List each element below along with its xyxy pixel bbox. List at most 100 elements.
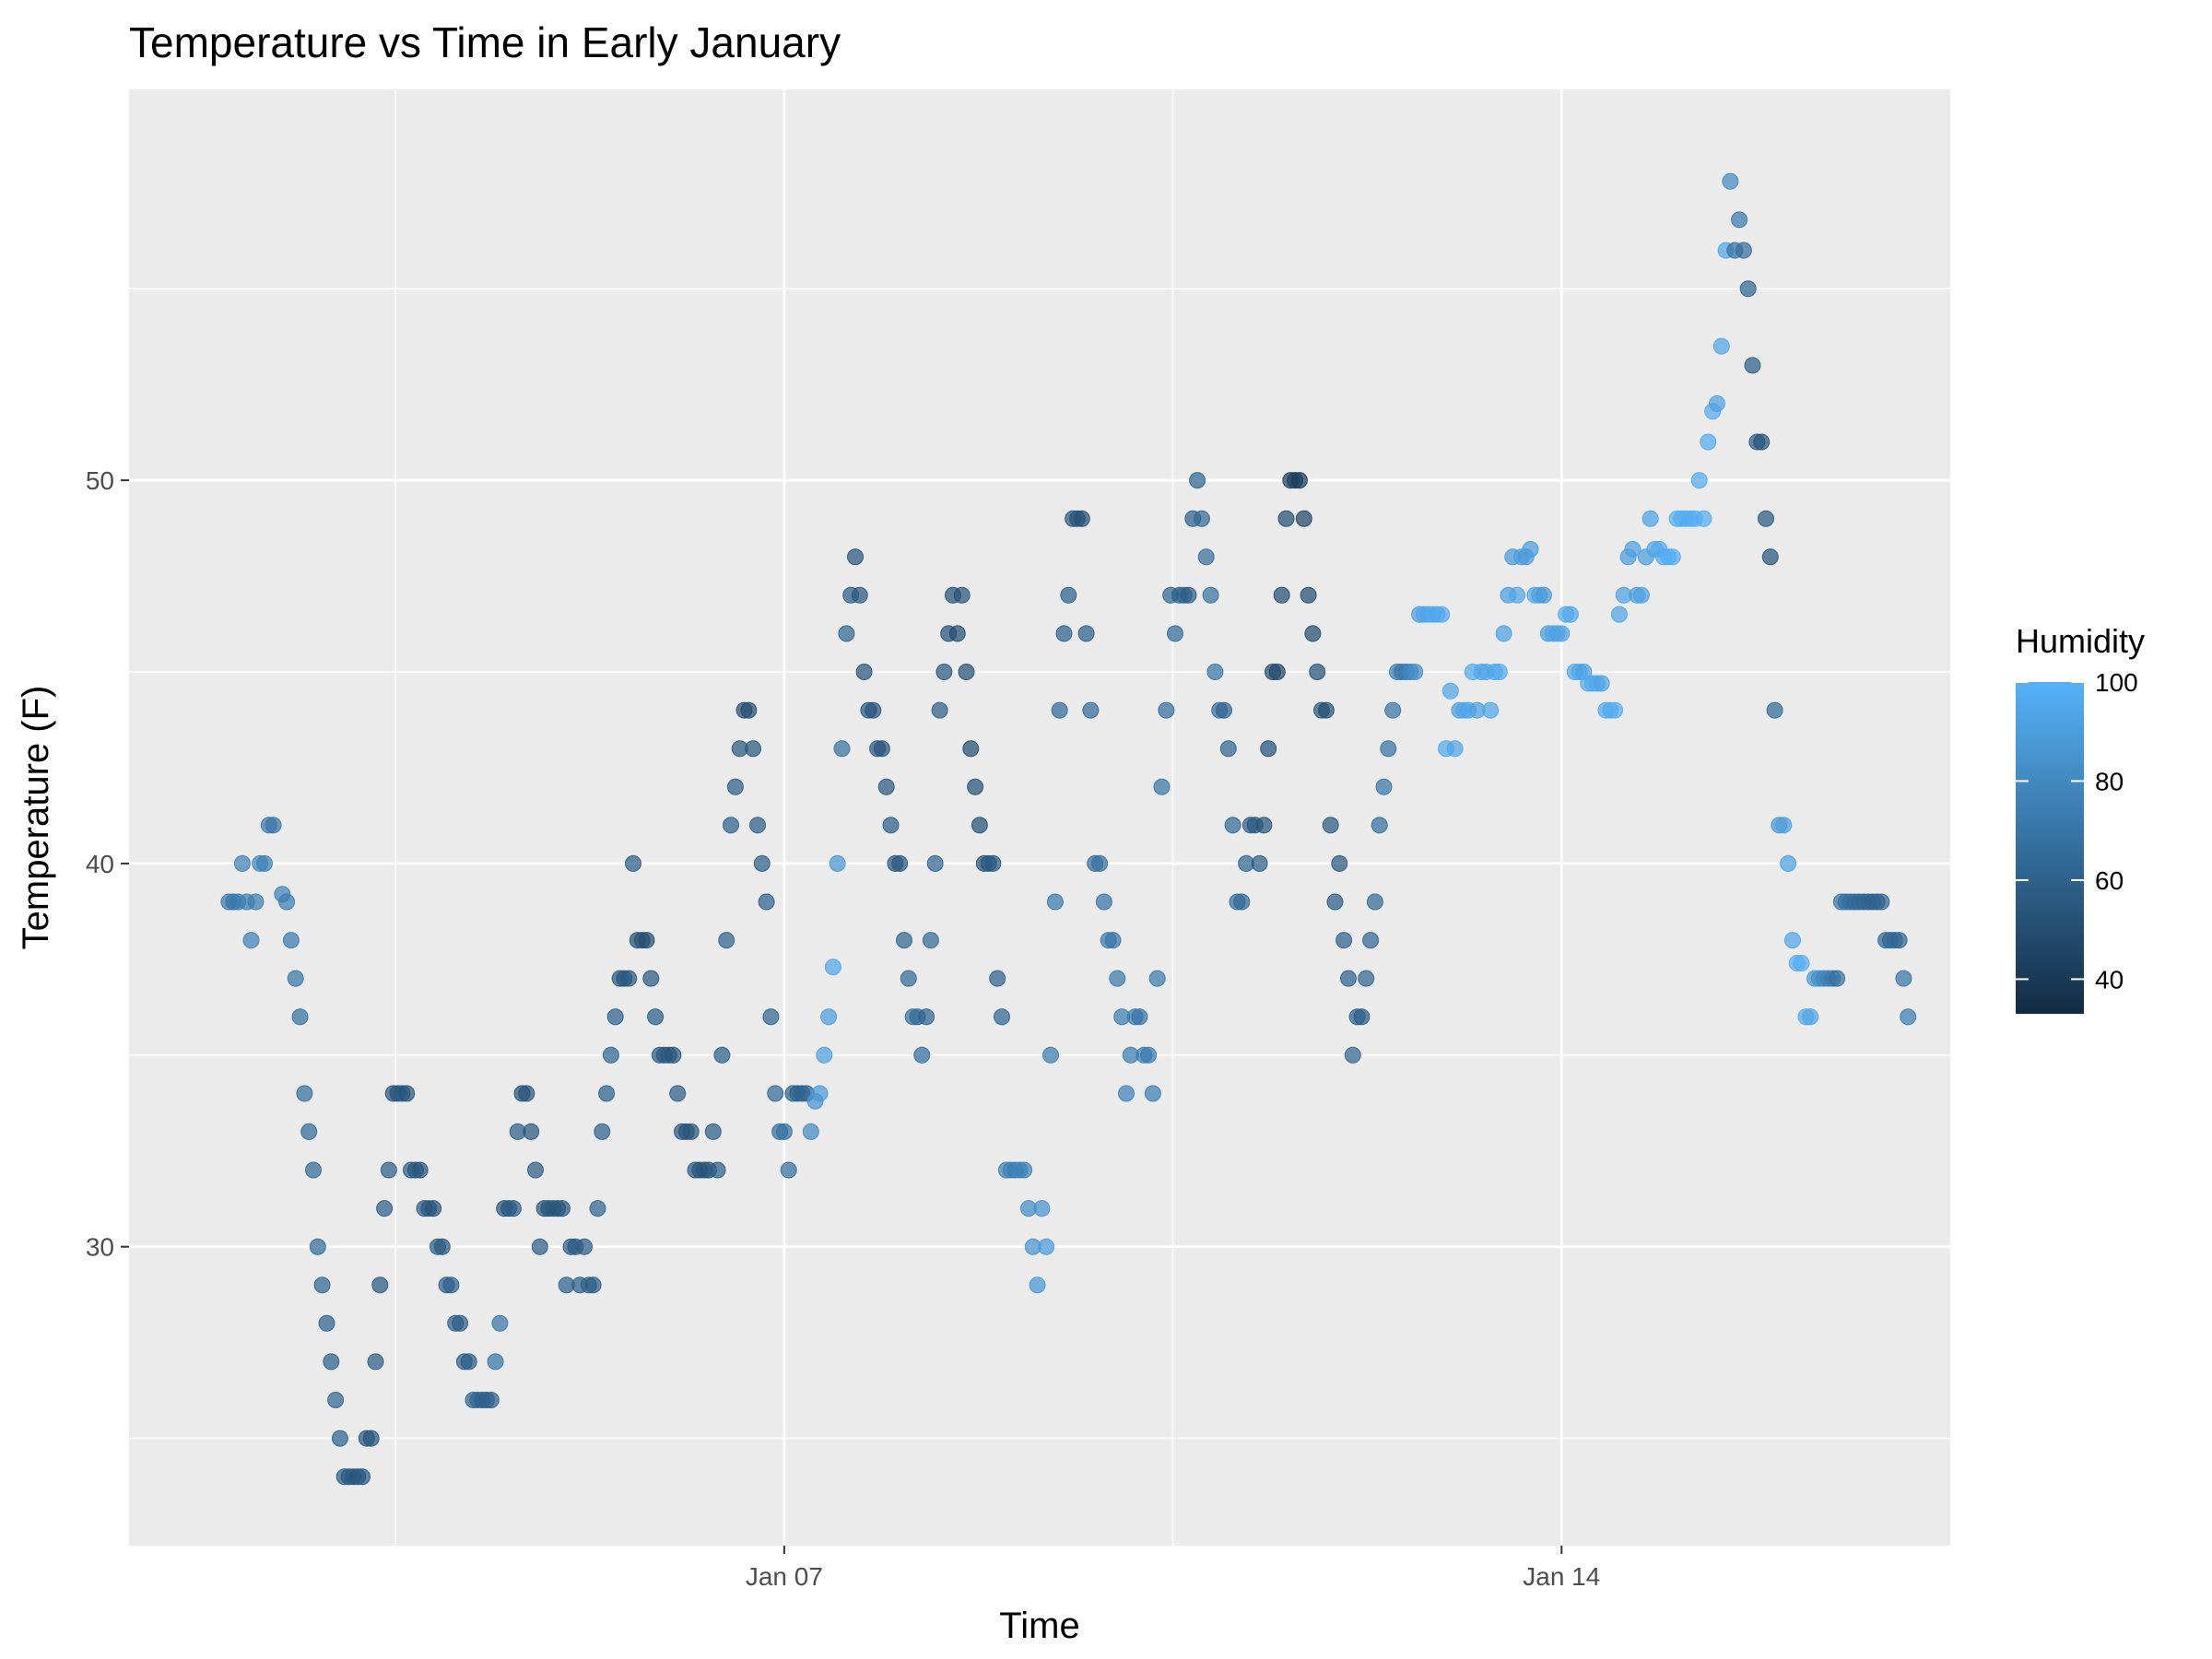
data-point — [1118, 1085, 1135, 1102]
data-point — [1051, 701, 1068, 719]
data-point — [362, 1430, 380, 1447]
data-point — [1277, 510, 1295, 527]
data-point — [1104, 932, 1122, 949]
data-point — [1802, 1008, 1819, 1026]
data-point — [829, 854, 846, 872]
data-point — [682, 1123, 700, 1140]
data-point — [1335, 932, 1353, 949]
data-point — [758, 893, 775, 911]
data-point — [1202, 586, 1219, 604]
data-point — [922, 932, 939, 949]
data-point — [452, 1314, 469, 1332]
data-point — [1758, 510, 1774, 527]
data-point — [1331, 854, 1348, 872]
colorbar — [2016, 682, 2084, 1014]
data-point — [1158, 701, 1175, 719]
data-point — [762, 1008, 780, 1026]
data-point — [1712, 337, 1730, 355]
data-point — [1042, 1046, 1059, 1064]
data-point — [1753, 433, 1771, 451]
data-point — [1362, 932, 1380, 949]
data-point — [1793, 955, 1810, 971]
data-point — [1029, 1277, 1046, 1294]
data-point — [1664, 548, 1681, 566]
data-point — [718, 932, 735, 949]
data-point — [877, 778, 895, 795]
data-point — [1300, 586, 1317, 604]
data-point — [1322, 817, 1339, 834]
data-point — [371, 1277, 389, 1294]
data-point — [1140, 1046, 1158, 1064]
data-point — [900, 970, 917, 987]
colorbar-label: 60 — [2095, 866, 2124, 895]
data-point — [931, 701, 948, 719]
data-point — [589, 1200, 606, 1218]
data-point — [1273, 586, 1290, 604]
data-point — [331, 1430, 348, 1447]
colorbar-ticks: 40 60 80 100 — [2016, 668, 2138, 994]
data-point — [1766, 701, 1783, 719]
data-point — [1340, 970, 1357, 987]
data-point — [873, 740, 890, 758]
data-point — [726, 778, 744, 795]
data-point — [775, 1123, 793, 1140]
data-point — [1180, 586, 1197, 604]
data-point — [1593, 675, 1610, 692]
data-point — [598, 1085, 616, 1102]
data-point — [1535, 586, 1552, 604]
data-point — [713, 1046, 731, 1064]
data-point — [958, 664, 975, 680]
data-point — [948, 625, 966, 642]
data-point — [891, 854, 909, 872]
data-point — [1406, 664, 1424, 680]
data-point — [984, 854, 1002, 872]
data-point — [482, 1392, 500, 1408]
data-point — [1353, 1008, 1371, 1026]
data-point — [647, 1008, 665, 1026]
data-point — [1189, 472, 1206, 489]
data-point — [1695, 510, 1712, 527]
data-point — [1290, 472, 1308, 489]
data-points — [220, 172, 1917, 1486]
data-point — [913, 1046, 931, 1064]
x-tick-label: Jan 07 — [746, 1562, 823, 1591]
axes: 30 40 50 Jan 07 Jan 14 — [86, 466, 1600, 1591]
data-point — [1060, 586, 1077, 604]
x-axis-title: Time — [999, 1606, 1079, 1646]
data-point — [1193, 510, 1210, 527]
data-point — [1735, 241, 1752, 259]
data-point — [1890, 932, 1908, 949]
data-point — [594, 1123, 611, 1140]
data-point — [1509, 586, 1526, 604]
data-point — [847, 548, 864, 566]
data-point — [318, 1314, 335, 1332]
data-point — [811, 1085, 829, 1102]
data-point — [642, 970, 660, 987]
data-point — [323, 1353, 340, 1371]
data-point — [709, 1161, 726, 1179]
data-point — [816, 1046, 833, 1064]
data-point — [1482, 701, 1500, 719]
data-point — [1326, 893, 1344, 911]
data-point — [838, 625, 855, 642]
data-point — [620, 970, 638, 987]
data-point — [398, 1085, 416, 1102]
data-point — [740, 701, 758, 719]
data-point — [602, 1046, 619, 1064]
data-point — [1317, 701, 1335, 719]
data-point — [1722, 172, 1739, 190]
data-point — [300, 1123, 318, 1140]
data-point — [1153, 778, 1171, 795]
data-point — [523, 1123, 540, 1140]
data-point — [855, 664, 873, 680]
data-point — [1522, 540, 1539, 558]
data-point — [918, 1008, 935, 1026]
data-point — [487, 1353, 504, 1371]
data-point — [1309, 664, 1326, 680]
data-point — [1206, 664, 1224, 680]
data-point — [1131, 1008, 1148, 1026]
data-point — [749, 817, 766, 834]
data-point — [1900, 1008, 1917, 1026]
data-point — [1495, 625, 1512, 642]
